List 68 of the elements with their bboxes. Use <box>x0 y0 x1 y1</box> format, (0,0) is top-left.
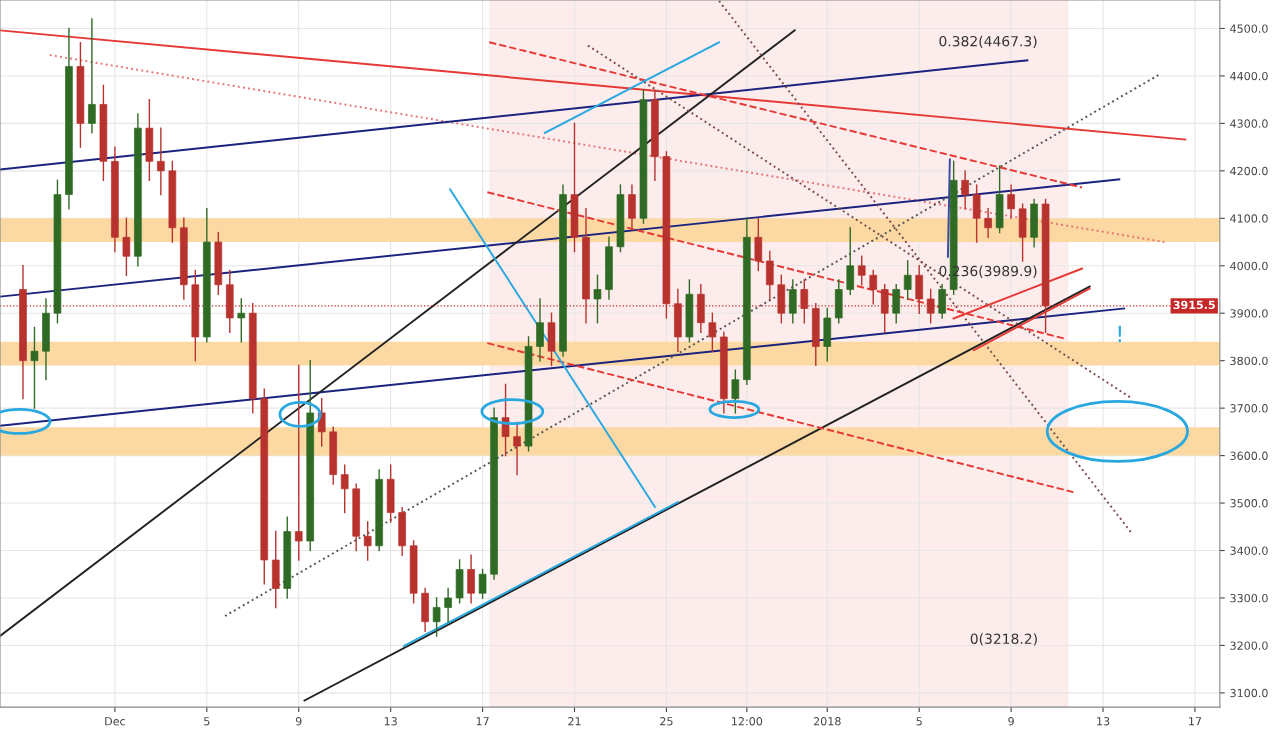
candlestick <box>984 208 992 238</box>
y-tick-label: 3500.0 <box>1230 499 1268 508</box>
candlestick <box>628 184 636 229</box>
y-tick-label: 3400.0 <box>1230 546 1268 555</box>
annotation: ! <box>1118 325 1121 343</box>
y-tick-label: 4100.0 <box>1230 214 1268 223</box>
candlestick <box>478 568 487 599</box>
candlestick <box>501 383 510 457</box>
candlestick <box>766 250 774 300</box>
y-tick-label: 4300.0 <box>1230 119 1268 128</box>
candlestick <box>800 279 809 324</box>
candlestick <box>731 369 740 414</box>
candlestick <box>536 298 544 362</box>
x-tick-label: Dec <box>105 717 125 726</box>
candlestick <box>846 227 855 295</box>
candlestick <box>972 184 981 243</box>
candlestick <box>708 312 717 352</box>
candlestick <box>903 260 912 300</box>
x-tick-label: 5 <box>204 717 210 726</box>
candlestick <box>432 597 441 637</box>
candlestick <box>754 217 763 272</box>
annotation: 0(3218.2) <box>970 633 1037 646</box>
candlestick <box>317 397 326 447</box>
annotation: 0.382(4467.3) <box>939 35 1037 49</box>
candlestick <box>1007 184 1015 220</box>
candlestick <box>593 274 602 324</box>
x-tick-label: 17 <box>1189 717 1202 726</box>
x-tick-label: 17 <box>476 717 489 726</box>
y-tick-label: 3600.0 <box>1230 451 1268 460</box>
x-tick-label: 13 <box>384 717 397 726</box>
candlestick <box>926 288 935 324</box>
candlestick <box>869 269 878 305</box>
candlestick <box>237 298 246 343</box>
candlestick <box>88 18 96 134</box>
y-tick-label: 4000.0 <box>1230 261 1268 271</box>
x-tick-label: 9 <box>1008 717 1014 726</box>
candlestick <box>938 284 946 319</box>
x-tick-label: 12:00 <box>732 717 763 726</box>
y-tick-label: 4200.0 <box>1230 166 1268 176</box>
candlestick <box>444 587 452 623</box>
x-tick-label: 2018 <box>813 717 841 726</box>
candlestick <box>857 255 866 286</box>
candlestick <box>294 364 303 561</box>
candlestick <box>122 217 131 276</box>
y-tick-label: 3300.0 <box>1230 593 1268 603</box>
x-tick-label: 9 <box>295 717 302 726</box>
candlestick <box>157 127 165 196</box>
x-tick-label: 25 <box>660 717 673 726</box>
y-tick-label: 3900.0 <box>1230 309 1268 318</box>
y-tick-label: 4500.0 <box>1230 24 1268 33</box>
y-tick-label: 3200.0 <box>1230 641 1268 650</box>
candlestick <box>467 554 475 604</box>
candlestick <box>340 464 349 514</box>
ref-line-label: 3915.5 <box>1173 300 1215 310</box>
y-tick-label: 3100.0 <box>1230 688 1268 698</box>
candlestick <box>30 326 39 409</box>
y-tick-label: 3800.0 <box>1230 356 1268 366</box>
y-tick-label: 3700.0 <box>1230 404 1268 413</box>
candlestick <box>363 521 372 561</box>
y-tick-label: 4400.0 <box>1230 71 1268 81</box>
candlestick <box>880 284 889 333</box>
x-tick-label: 5 <box>916 717 922 726</box>
candlestick <box>915 265 923 314</box>
candlestick <box>961 170 969 210</box>
x-tick-label: 13 <box>1097 717 1110 726</box>
candlestick <box>892 284 901 324</box>
x-tick-label: 21 <box>568 717 581 726</box>
candlestick <box>789 279 797 324</box>
